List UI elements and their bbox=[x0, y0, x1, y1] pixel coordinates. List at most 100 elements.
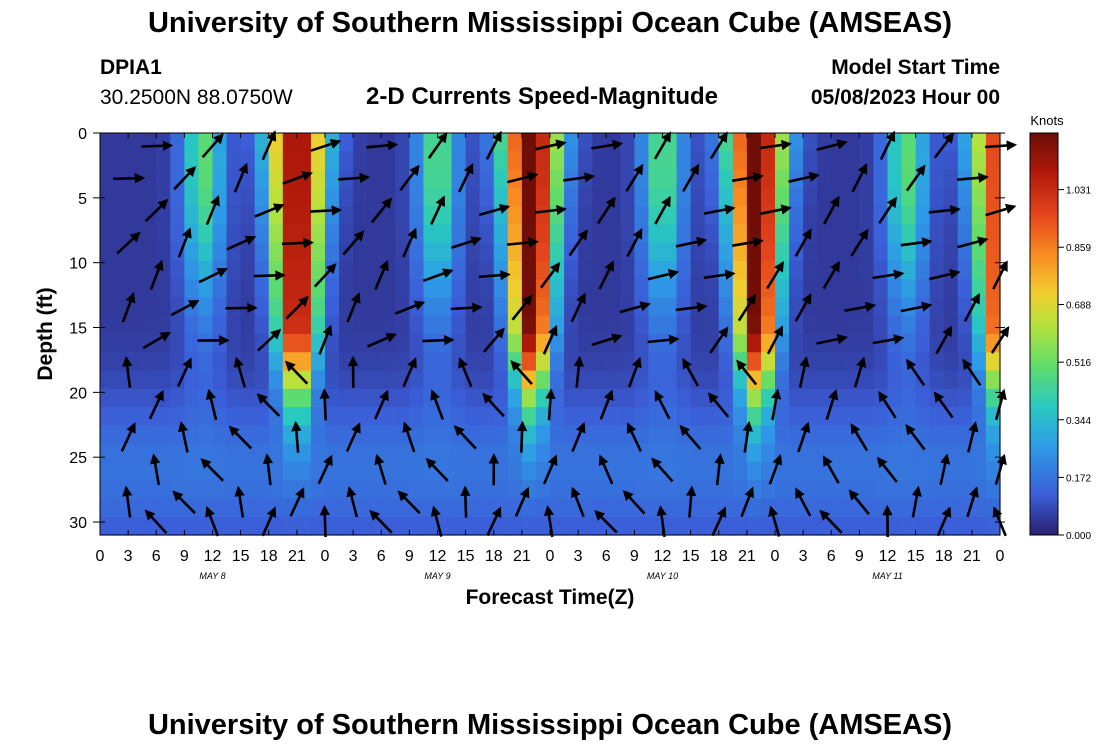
heat-cell bbox=[395, 187, 410, 207]
heat-cell bbox=[310, 370, 326, 390]
heat-cell bbox=[578, 370, 593, 390]
heat-cell bbox=[479, 443, 495, 463]
heat-cell bbox=[831, 224, 846, 244]
heat-cell bbox=[395, 461, 410, 481]
heat-cell bbox=[479, 206, 495, 225]
heat-cell bbox=[184, 480, 200, 500]
heat-cell bbox=[114, 206, 129, 225]
heat-cell bbox=[634, 260, 650, 280]
heat-cell bbox=[718, 151, 734, 171]
heat-cell bbox=[367, 370, 382, 390]
current-vector-arrow bbox=[711, 506, 727, 537]
heat-cell bbox=[775, 315, 790, 335]
heat-cell bbox=[887, 279, 903, 299]
heat-cell bbox=[170, 224, 185, 244]
heat-cell bbox=[957, 480, 973, 500]
heat-cell bbox=[268, 480, 284, 500]
heat-cell bbox=[831, 461, 846, 481]
heat-cell bbox=[803, 297, 818, 317]
x-tick-label: 12 bbox=[654, 548, 672, 565]
heat-cell bbox=[718, 224, 734, 244]
heat-cell bbox=[353, 352, 368, 372]
heat-cell bbox=[381, 169, 396, 189]
heat-cell bbox=[226, 461, 242, 481]
heat-cell bbox=[971, 370, 987, 390]
heat-cell bbox=[732, 407, 748, 426]
current-vector-arrow bbox=[911, 485, 922, 518]
heat-cell bbox=[732, 334, 748, 353]
heat-cell bbox=[606, 169, 621, 189]
heat-cell bbox=[198, 224, 214, 244]
current-vector-arrow bbox=[205, 388, 218, 421]
current-vector-arrow bbox=[653, 131, 672, 160]
x-tick-label: 6 bbox=[152, 548, 161, 565]
heat-cell bbox=[423, 279, 439, 299]
heat-cell bbox=[971, 498, 987, 518]
heat-cell bbox=[943, 169, 959, 189]
x-tick-label: 3 bbox=[349, 548, 358, 565]
heat-cell bbox=[634, 370, 650, 390]
heat-cell bbox=[240, 315, 256, 335]
current-vector-arrow bbox=[905, 164, 926, 192]
y-tick-label: 0 bbox=[78, 126, 87, 143]
heat-cell bbox=[353, 260, 368, 280]
heat-cell bbox=[550, 169, 565, 189]
heat-cell bbox=[620, 151, 635, 171]
heat-cell bbox=[971, 443, 987, 463]
heat-cell bbox=[100, 498, 115, 518]
current-vector-arrow bbox=[149, 453, 161, 486]
heat-cell bbox=[170, 388, 185, 408]
current-vector-arrow bbox=[872, 269, 905, 280]
station-id: DPIA1 bbox=[100, 56, 162, 79]
heat-cell bbox=[170, 334, 185, 353]
heat-cell bbox=[353, 206, 368, 225]
heat-cell bbox=[718, 370, 734, 390]
heat-cell bbox=[760, 388, 776, 408]
heat-cell bbox=[648, 315, 664, 335]
heat-cell bbox=[268, 516, 284, 536]
heat-cell bbox=[367, 169, 382, 189]
heat-cell bbox=[339, 370, 354, 390]
heat-cell bbox=[437, 169, 453, 189]
current-vector-arrow bbox=[598, 260, 615, 290]
heat-cell bbox=[254, 151, 270, 171]
heat-cell bbox=[423, 260, 439, 280]
heat-cell bbox=[367, 315, 382, 335]
heat-cell bbox=[507, 260, 523, 280]
heat-cell bbox=[606, 315, 621, 335]
heat-cell bbox=[282, 370, 298, 390]
heat-cell bbox=[409, 169, 425, 189]
heat-cell bbox=[226, 498, 242, 518]
current-vector-arrow bbox=[453, 425, 477, 450]
heat-cell bbox=[985, 260, 1001, 280]
heat-cell bbox=[451, 407, 467, 426]
heat-cell bbox=[423, 133, 439, 152]
heat-cell bbox=[718, 187, 734, 207]
heat-cell bbox=[184, 260, 200, 280]
current-vector-arrow bbox=[486, 506, 502, 537]
heat-cell bbox=[845, 443, 860, 463]
heat-cell bbox=[578, 297, 593, 317]
heat-cell bbox=[775, 279, 790, 299]
heat-cell bbox=[803, 498, 818, 518]
current-vector-arrow bbox=[957, 236, 989, 249]
heat-cell bbox=[789, 425, 804, 445]
heat-cell bbox=[606, 370, 621, 390]
current-vector-arrow bbox=[933, 391, 954, 419]
heat-cell bbox=[943, 187, 959, 207]
heat-cell bbox=[634, 498, 650, 518]
current-vector-arrow bbox=[679, 424, 702, 450]
heat-cell bbox=[381, 279, 396, 299]
heat-cell bbox=[170, 260, 185, 280]
heat-cell bbox=[226, 516, 242, 536]
heat-cell bbox=[156, 516, 171, 536]
current-vector-arrow bbox=[928, 204, 961, 216]
heat-cell bbox=[775, 224, 790, 244]
heat-cell bbox=[184, 206, 200, 225]
heat-cell bbox=[831, 315, 846, 335]
current-vector-arrow bbox=[534, 204, 567, 216]
current-vector-arrow bbox=[709, 131, 728, 160]
current-vector-arrow bbox=[281, 237, 314, 249]
current-vector-arrow bbox=[450, 302, 483, 313]
heat-cell bbox=[676, 388, 692, 408]
